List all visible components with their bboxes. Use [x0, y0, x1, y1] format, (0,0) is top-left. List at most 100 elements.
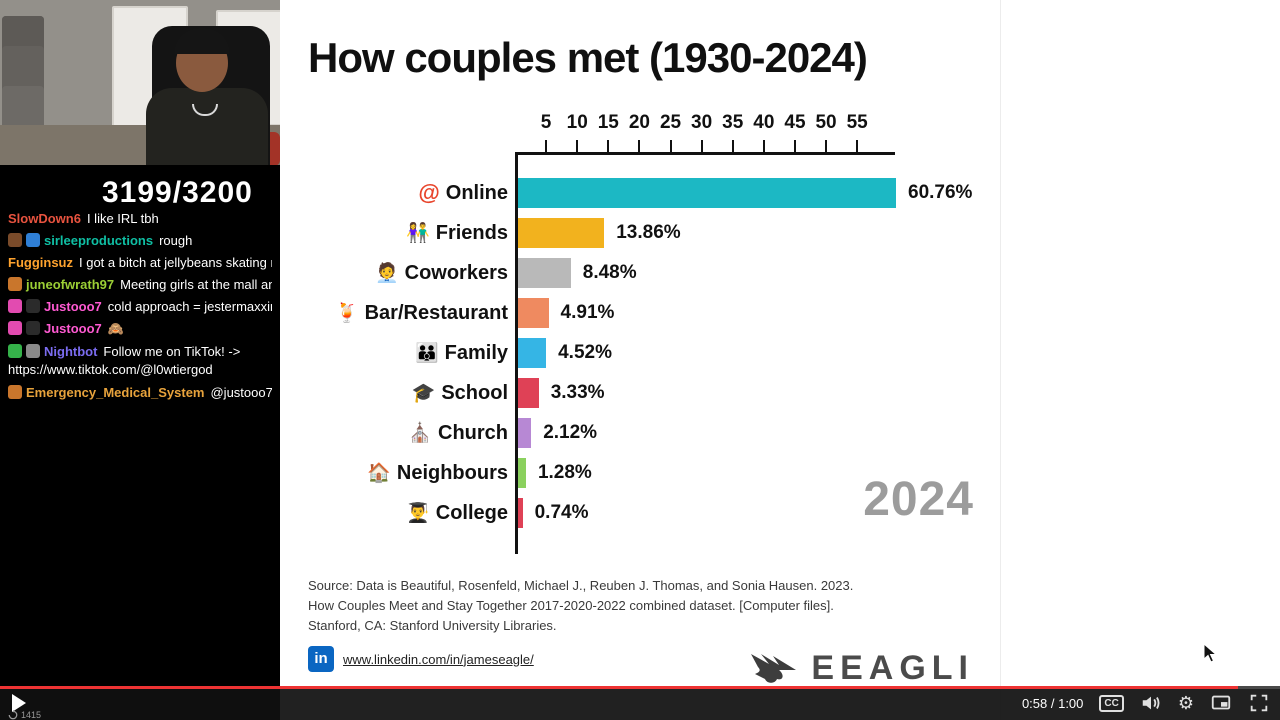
bar — [518, 498, 523, 528]
value-label: 1.28% — [537, 462, 592, 483]
chat-badge — [26, 344, 40, 358]
category-name: Church — [438, 421, 508, 444]
category-label: ⛪ Church — [280, 418, 508, 448]
chat-message-text: 🙈 — [107, 321, 124, 336]
chat-badge — [8, 344, 22, 358]
chat-message: Justooo7 cold approach = jestermaxxing — [8, 296, 272, 318]
value-label: 2.12% — [543, 422, 598, 443]
controls-right: 0:58 / 1:00 CC ⚙ — [1022, 689, 1270, 717]
source-line: Source: Data is Beautiful, Rosenfeld, Mi… — [308, 578, 854, 593]
chat-message: Justooo7 🙈 — [8, 318, 272, 340]
play-icon — [12, 694, 26, 712]
progress-bar[interactable] — [0, 686, 1280, 689]
value-label: 4.52% — [558, 342, 612, 363]
category-name: Neighbours — [396, 461, 508, 484]
miniplayer-icon[interactable] — [1210, 692, 1232, 714]
x-tick-mark — [607, 140, 610, 152]
x-tick-mark — [576, 140, 579, 152]
mouse-cursor — [1203, 643, 1217, 663]
chat-username: Nightbot — [44, 344, 98, 359]
category-label: 👫 Friends — [280, 218, 508, 248]
bar — [518, 338, 547, 368]
chat-message-text: I got a bitch at jellybeans skating rink — [79, 255, 272, 270]
x-tick-label: 10 — [566, 112, 588, 133]
chat-message-text: I like IRL tbh — [86, 211, 159, 226]
category-name: College — [435, 501, 508, 524]
brand-logo: EEAGLI — [749, 648, 974, 688]
bar — [518, 418, 532, 448]
graduation-cap-icon: 🎓 — [411, 382, 436, 404]
bar — [518, 178, 896, 208]
x-tick-mark — [793, 140, 796, 152]
coworkers-icon: 🧑‍💼 — [374, 262, 399, 284]
x-tick-label: 25 — [659, 112, 682, 133]
x-axis-line — [515, 152, 895, 155]
bar — [518, 298, 549, 328]
category-label: 🧑‍💼 Coworkers — [280, 258, 508, 288]
chat-badge — [8, 385, 22, 399]
player-controls: 1415 0:58 / 1:00 CC ⚙ — [0, 686, 1280, 720]
chat-message-text: @justooo7 😂 — [210, 385, 272, 400]
value-label: 8.48% — [582, 262, 637, 283]
chart-title: How couples met (1930-2024) — [308, 34, 868, 81]
x-tick-label: 50 — [815, 112, 837, 133]
stream-overlay-panel: 3199/3200 SlowDown6 I like IRL tbh sirleep… — [0, 0, 280, 720]
church-icon: ⛪ — [408, 422, 432, 444]
category-name: Friends — [435, 221, 508, 244]
year-label: 2024 — [863, 473, 974, 526]
value-label: 60.76% — [908, 182, 973, 203]
bar — [518, 458, 526, 488]
x-tick-label: 5 — [540, 112, 552, 133]
category-name: Coworkers — [404, 261, 508, 284]
chat-username: sirleeproductions — [44, 233, 154, 248]
volume-icon[interactable] — [1140, 692, 1162, 714]
chat-message: Emergency_Medical_System @justooo7 😂 — [8, 382, 272, 404]
chat-badge — [8, 321, 22, 335]
category-label: 👪 Family — [280, 338, 508, 368]
chat-badge — [26, 299, 40, 313]
x-tick-mark — [545, 140, 548, 152]
x-tick-label: 55 — [846, 112, 868, 133]
webcam-streamer-body — [146, 88, 268, 165]
x-tick-mark — [731, 140, 734, 152]
chat-list: SlowDown6 I like IRL tbh sirleeproductions… — [0, 208, 280, 404]
chat-username: Justooo7 — [44, 299, 102, 314]
category-label: 🏠 Neighbours — [280, 458, 508, 488]
x-tick-label: 40 — [753, 112, 775, 133]
x-tick-label: 35 — [722, 112, 744, 133]
progress-fill — [0, 686, 1238, 689]
category-label: 🍹 Bar/Restaurant — [280, 298, 508, 328]
x-tick-mark — [669, 140, 672, 152]
x-tick-mark — [825, 140, 828, 152]
video-margin — [1000, 0, 1280, 720]
x-tick-label: 30 — [691, 112, 713, 133]
refresh-icon — [8, 710, 18, 720]
category-label: @ Online — [280, 178, 508, 208]
chat-username: Fugginsuz — [8, 255, 73, 270]
viewer-count: 1415 — [8, 710, 41, 720]
source-text: Source: Data is Beautiful, Rosenfeld, Mi… — [308, 576, 853, 636]
source-line: How Couples Meet and Stay Together 2017-… — [308, 598, 834, 613]
cocktail-icon: 🍹 — [334, 302, 359, 324]
chat-badge — [8, 277, 22, 291]
chart-area: How couples met (1930-2024) 2024 Source:… — [280, 0, 1000, 720]
x-tick-label: 20 — [628, 112, 650, 133]
settings-icon[interactable]: ⚙ — [1177, 693, 1194, 713]
value-label: 13.86% — [616, 222, 681, 243]
value-label: 3.33% — [550, 382, 605, 403]
source-line: Stanford, CA: Stanford University Librar… — [308, 618, 557, 633]
captions-button[interactable]: CC — [1099, 694, 1124, 712]
linkedin-url: www.linkedin.com/in/jameseagle/ — [343, 651, 534, 667]
viewer-count-value: 1415 — [21, 710, 42, 720]
linkedin-row: in www.linkedin.com/in/jameseagle/ — [308, 646, 534, 672]
bar — [518, 218, 605, 248]
fullscreen-icon[interactable] — [1248, 692, 1270, 714]
chat-message: Fugginsuz I got a bitch at jellybeans ska… — [8, 252, 272, 274]
bar — [518, 258, 571, 288]
chat-message-text: Meeting girls at the mall and — [120, 277, 272, 292]
play-button[interactable] — [12, 694, 30, 712]
value-label: 4.91% — [560, 302, 615, 323]
value-label: 0.74% — [534, 502, 589, 523]
category-label: 👨‍🎓 College — [280, 498, 508, 528]
